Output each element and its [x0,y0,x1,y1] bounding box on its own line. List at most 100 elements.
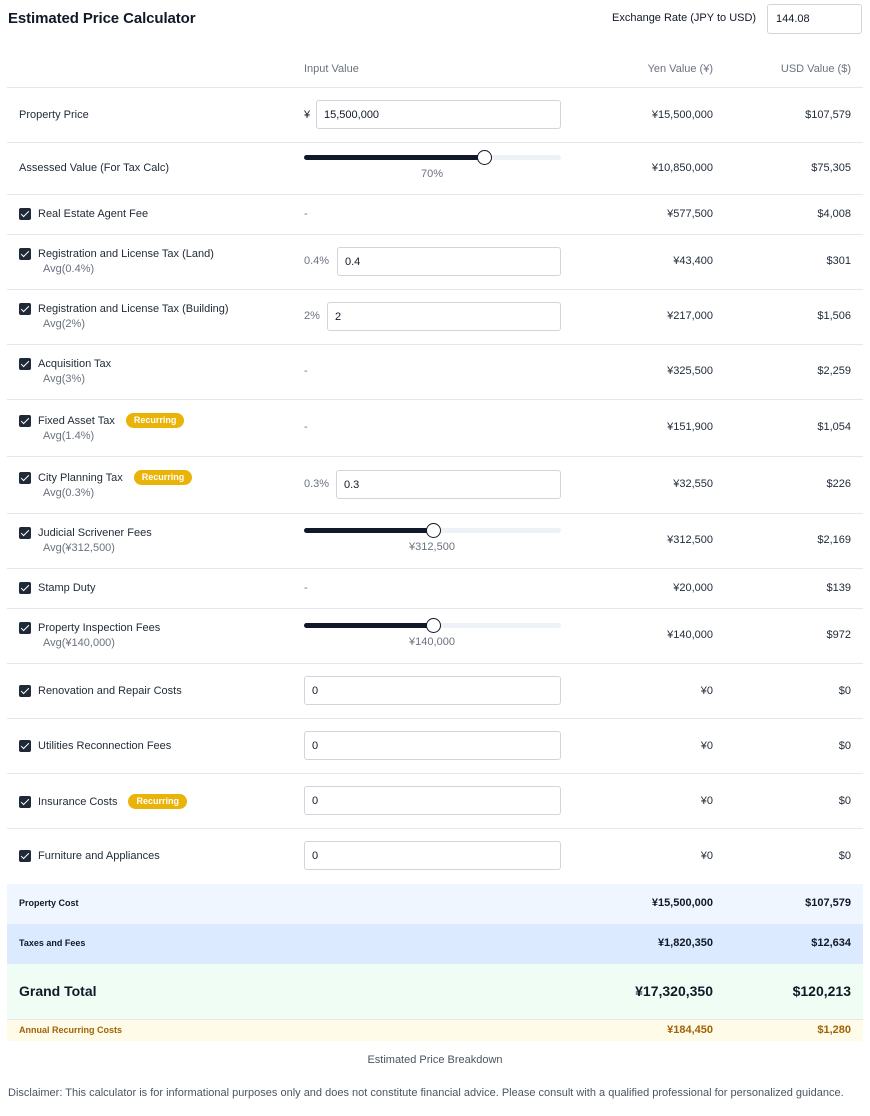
slider-fill [304,623,433,628]
summary-usd: $107,579 [805,897,851,909]
furniture-input[interactable]: 0 [304,841,561,870]
usd-value: $0 [838,850,851,862]
assessed-value-slider[interactable] [304,150,561,165]
row-judicial-scrivener: Judicial Scrivener Fees Avg(¥312,500) ¥3… [7,514,863,569]
row-fixed-asset-tax: Fixed Asset Tax Recurring Avg(1.4%) - ¥1… [7,400,863,457]
usd-value: $75,305 [811,162,851,174]
row-label: Acquisition Tax [38,358,112,370]
avg-label: Avg(1.4%) [43,430,95,442]
checkbox[interactable] [19,414,31,427]
recurring-badge: Recurring [128,794,187,809]
checkbox[interactable] [19,358,31,370]
slider-value-label: ¥312,500 [409,541,455,553]
row-label: Registration and License Tax (Building) [38,303,229,315]
row-renovation: Renovation and Repair Costs 0 ¥0 $0 [7,664,863,719]
slider-fill [304,528,433,533]
summary-yen: ¥184,450 [667,1024,713,1036]
summary-annual-recurring: Annual Recurring Costs ¥184,450 $1,280 [7,1020,863,1041]
utilities-input[interactable]: 0 [304,731,561,760]
input-value: 0.4 [345,255,361,268]
row-label: Judicial Scrivener Fees [38,527,152,539]
row-registration-land: Registration and License Tax (Land) Avg(… [7,235,863,290]
usd-value: $2,169 [817,534,851,546]
registration-building-input[interactable]: 2 [327,302,561,331]
checkbox[interactable] [19,795,31,808]
row-acquisition-tax: Acquisition Tax Avg(3%) - ¥325,500 $2,25… [7,345,863,400]
percent-prefix: 0.4% [304,255,330,267]
checkbox[interactable] [19,471,31,484]
exchange-rate-value: 144.08 [776,13,810,25]
row-label: Fixed Asset Tax [38,414,115,427]
row-label-group: Real Estate Agent Fee [19,208,148,220]
checkbox[interactable] [19,850,31,862]
avg-label: Avg(3%) [43,373,85,385]
column-header-input: Input Value [304,63,359,75]
exchange-rate-input[interactable]: 144.08 [767,4,862,34]
avg-label: Avg(0.3%) [43,487,95,499]
grand-total-yen: ¥17,320,350 [635,983,713,999]
summary-property-cost: Property Cost ¥15,500,000 $107,579 [7,884,863,924]
checkbox[interactable] [19,303,31,315]
checkbox[interactable] [19,248,31,260]
column-header-usd: USD Value ($) [780,63,851,75]
row-stamp-duty: Stamp Duty - ¥20,000 $139 [7,569,863,609]
yen-value: ¥577,500 [667,208,713,220]
row-label: Assessed Value (For Tax Calc) [19,162,169,174]
usd-value: $1,506 [817,310,851,322]
exchange-rate-label: Exchange Rate (JPY to USD) [612,12,757,24]
row-registration-building: Registration and License Tax (Building) … [7,290,863,345]
yen-value: ¥0 [700,795,713,807]
row-label-group: Acquisition Tax [19,358,111,370]
row-label-group: Fixed Asset Tax Recurring [19,413,185,428]
usd-value: $301 [826,255,851,267]
row-label: Insurance Costs [38,795,118,808]
usd-value: $972 [826,629,851,641]
column-header-yen: Yen Value (¥) [647,63,713,75]
yen-value: ¥20,000 [673,582,713,594]
avg-label: Avg(¥312,500) [43,542,115,554]
row-label-group: Property Inspection Fees [19,622,160,634]
checkbox[interactable] [19,685,31,697]
checkbox[interactable] [19,740,31,752]
page-title: Estimated Price Calculator [8,10,196,27]
avg-label: Avg(¥140,000) [43,637,115,649]
yen-value: ¥140,000 [667,629,713,641]
row-label: Property Price [19,109,89,121]
summary-usd: $1,280 [817,1024,851,1036]
row-label: Registration and License Tax (Land) [38,248,214,260]
row-inspection-fees: Property Inspection Fees Avg(¥140,000) ¥… [7,609,863,664]
property-price-input[interactable]: 15,500,000 [316,100,561,129]
city-planning-input[interactable]: 0.3 [336,470,561,499]
insurance-input[interactable]: 0 [304,786,561,815]
row-label-group: Insurance Costs Recurring [19,794,187,809]
yen-value: ¥0 [700,740,713,752]
checkbox[interactable] [19,527,31,539]
checkbox[interactable] [19,622,31,634]
summary-taxes-fees: Taxes and Fees ¥1,820,350 $12,634 [7,924,863,964]
scrivener-slider[interactable] [304,523,561,538]
recurring-badge: Recurring [133,470,193,485]
avg-label: Avg(0.4%) [43,263,95,275]
row-label-group: Registration and License Tax (Land) [19,248,214,260]
slider-thumb[interactable] [476,150,492,165]
yen-value: ¥43,400 [673,255,713,267]
row-label: Furniture and Appliances [38,850,160,862]
slider-thumb[interactable] [425,618,441,633]
header: Estimated Price Calculator Exchange Rate… [0,0,870,40]
input-value: 0 [312,739,319,752]
slider-thumb[interactable] [425,523,441,538]
checkbox[interactable] [19,208,31,220]
registration-land-input[interactable]: 0.4 [337,247,561,276]
checkbox[interactable] [19,582,31,594]
row-label: Property Inspection Fees [38,622,161,634]
inspection-slider[interactable] [304,618,561,633]
breakdown-caption: Estimated Price Breakdown [367,1054,503,1066]
avg-label: Avg(2%) [43,318,85,330]
empty-input: - [304,421,308,433]
slider-value-label: 70% [420,168,444,180]
input-value: 0.3 [344,478,360,491]
usd-value: $0 [838,740,851,752]
calculator-table: Input Value Yen Value (¥) USD Value ($) … [7,50,863,1041]
renovation-input[interactable]: 0 [304,676,561,705]
row-insurance: Insurance Costs Recurring 0 ¥0 $0 [7,774,863,829]
